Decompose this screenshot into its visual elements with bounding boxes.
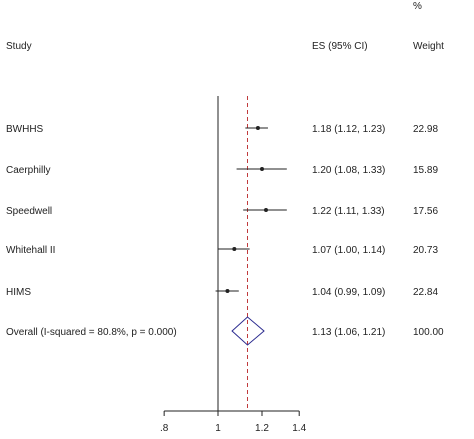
study-row: Speedwell 1.22 (1.11, 1.33) 17.56 — [6, 206, 438, 217]
header-weight-pct: % — [413, 1, 422, 12]
point-estimate — [255, 126, 260, 130]
study-es-ci: 1.04 (0.99, 1.09) — [312, 287, 385, 298]
overall-diamond — [231, 316, 265, 346]
study-weight: 20.73 — [413, 245, 438, 256]
study-rows: BWHHS 1.18 (1.12, 1.23) 22.98 Caerphilly 1.2… — [6, 124, 438, 298]
study-es-ci: 1.07 (1.00, 1.14) — [312, 245, 385, 256]
study-label: HIMS — [6, 287, 31, 298]
study-es-ci: 1.18 (1.12, 1.23) — [312, 124, 385, 135]
x-tick-label: .8 — [160, 423, 169, 434]
overall-es-ci: 1.13 (1.06, 1.21) — [312, 327, 385, 338]
study-label: Whitehall II — [6, 245, 55, 256]
study-row: BWHHS 1.18 (1.12, 1.23) 22.98 — [6, 124, 438, 135]
point-estimate — [225, 289, 230, 293]
study-es-ci: 1.20 (1.08, 1.33) — [312, 165, 385, 176]
header-es: ES (95% CI) — [312, 41, 368, 52]
overall-row: Overall (I-squared = 80.8%, p = 0.000) 1.… — [6, 316, 444, 346]
x-tick-label: 1.4 — [292, 423, 306, 434]
study-label: BWHHS — [6, 124, 44, 135]
x-tick-label: 1 — [215, 423, 221, 434]
study-row: Caerphilly 1.20 (1.08, 1.33) 15.89 — [6, 165, 438, 176]
study-weight: 22.84 — [413, 287, 438, 298]
study-es-ci: 1.22 (1.11, 1.33) — [312, 206, 385, 217]
study-row: Whitehall II 1.07 (1.00, 1.14) 20.73 — [6, 245, 438, 256]
x-tick-label: 1.2 — [255, 423, 269, 434]
point-estimate — [260, 167, 264, 171]
overall-label: Overall (I-squared = 80.8%, p = 0.000) — [6, 327, 177, 338]
study-weight: 22.98 — [413, 124, 438, 135]
overall-weight: 100.00 — [413, 327, 444, 338]
point-estimate — [263, 208, 268, 212]
x-axis-ticks: .8 1 1.2 1.4 — [160, 411, 307, 434]
study-label: Speedwell — [6, 206, 52, 217]
header-weight: Weight — [413, 41, 444, 52]
study-row: HIMS 1.04 (0.99, 1.09) 22.84 — [6, 287, 438, 298]
point-estimate — [232, 247, 237, 251]
header-study: Study — [6, 41, 32, 52]
study-weight: 17.56 — [413, 206, 438, 217]
study-label: Caerphilly — [6, 165, 50, 176]
study-weight: 15.89 — [413, 165, 438, 176]
